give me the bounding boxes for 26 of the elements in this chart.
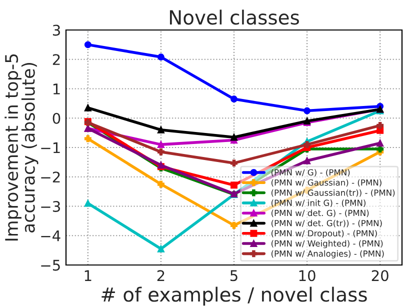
legend-label: (PMN w/ det. G) - (PMN) xyxy=(271,210,369,218)
legend-label: (PMN w/ det. G(tr)) - (PMN) xyxy=(271,220,382,228)
x-axis-title: # of examples / novel class xyxy=(102,286,367,306)
y-axis-title: Improvement in top-5 accuracy (absolute) xyxy=(4,54,38,240)
chart-title: Novel classes xyxy=(170,10,299,25)
y-tick-label: −4 xyxy=(41,230,60,242)
x-tick-label: 5 xyxy=(230,270,238,282)
legend-label: (PMN w/ Weighted) - (PMN) xyxy=(271,240,383,248)
legend-label: (PMN w/ Analogies) - (PMN) xyxy=(271,250,384,258)
x-tick-label: 1 xyxy=(84,270,92,281)
x-tick-label: 20 xyxy=(372,270,388,282)
legend-label: (PMN w/ Dropout) - (PMN) xyxy=(271,230,377,238)
y-tick-label: 3 xyxy=(52,24,60,36)
legend-label: (PMN w/ Gaussian(tr)) - (PMN) xyxy=(271,189,395,197)
legend-label: (PMN w/ G) - (PMN) xyxy=(271,169,350,177)
y-tick-label: −1 xyxy=(41,142,60,154)
legend-label: (PMN w/ init G) - (PMN) xyxy=(271,200,366,207)
y-tick-label: 0 xyxy=(52,112,60,124)
y-tick-label: −3 xyxy=(41,200,60,212)
y-tick-label: 1 xyxy=(53,84,60,94)
y-tick-label: −5 xyxy=(41,260,60,271)
legend-label: (PMN w/ Gaussian) - (PMN) xyxy=(271,179,382,187)
x-tick-label: 10 xyxy=(299,270,316,282)
y-tick-label: 2 xyxy=(52,54,60,65)
x-tick-label: 2 xyxy=(157,270,164,281)
y-tick-label: −2 xyxy=(41,172,60,182)
